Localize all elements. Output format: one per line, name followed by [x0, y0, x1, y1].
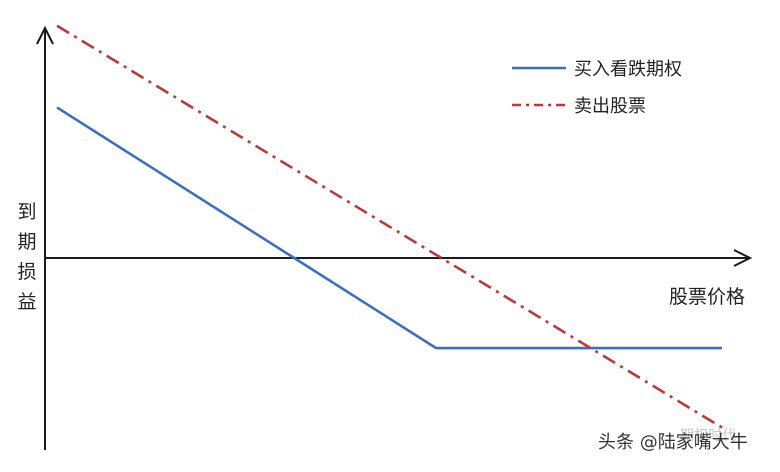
series-line-2	[56, 24, 723, 429]
y-axis-label-char: 到	[17, 201, 36, 223]
watermark-text: 头条 @陆家嘴大牛	[598, 432, 748, 453]
legend-label-2: 卖出股票	[574, 96, 646, 117]
watermark-faint-text: 期权时代	[680, 428, 736, 444]
x-axis-arrow	[733, 249, 753, 267]
y-axis-label-char: 损	[17, 261, 36, 283]
y-axis-label: 到期损益	[17, 201, 36, 313]
watermark: 期权时代 头条 @陆家嘴大牛	[598, 428, 748, 453]
y-axis-label-char: 期	[17, 231, 36, 253]
series-layer	[56, 24, 723, 429]
series-line-1	[56, 106, 722, 350]
legend-label-1: 买入看跌期权	[574, 59, 682, 80]
x-axis-label: 股票价格	[669, 286, 745, 308]
axes	[36, 25, 753, 450]
y-axis-label-char: 益	[17, 291, 36, 313]
y-axis-arrow	[36, 25, 54, 45]
